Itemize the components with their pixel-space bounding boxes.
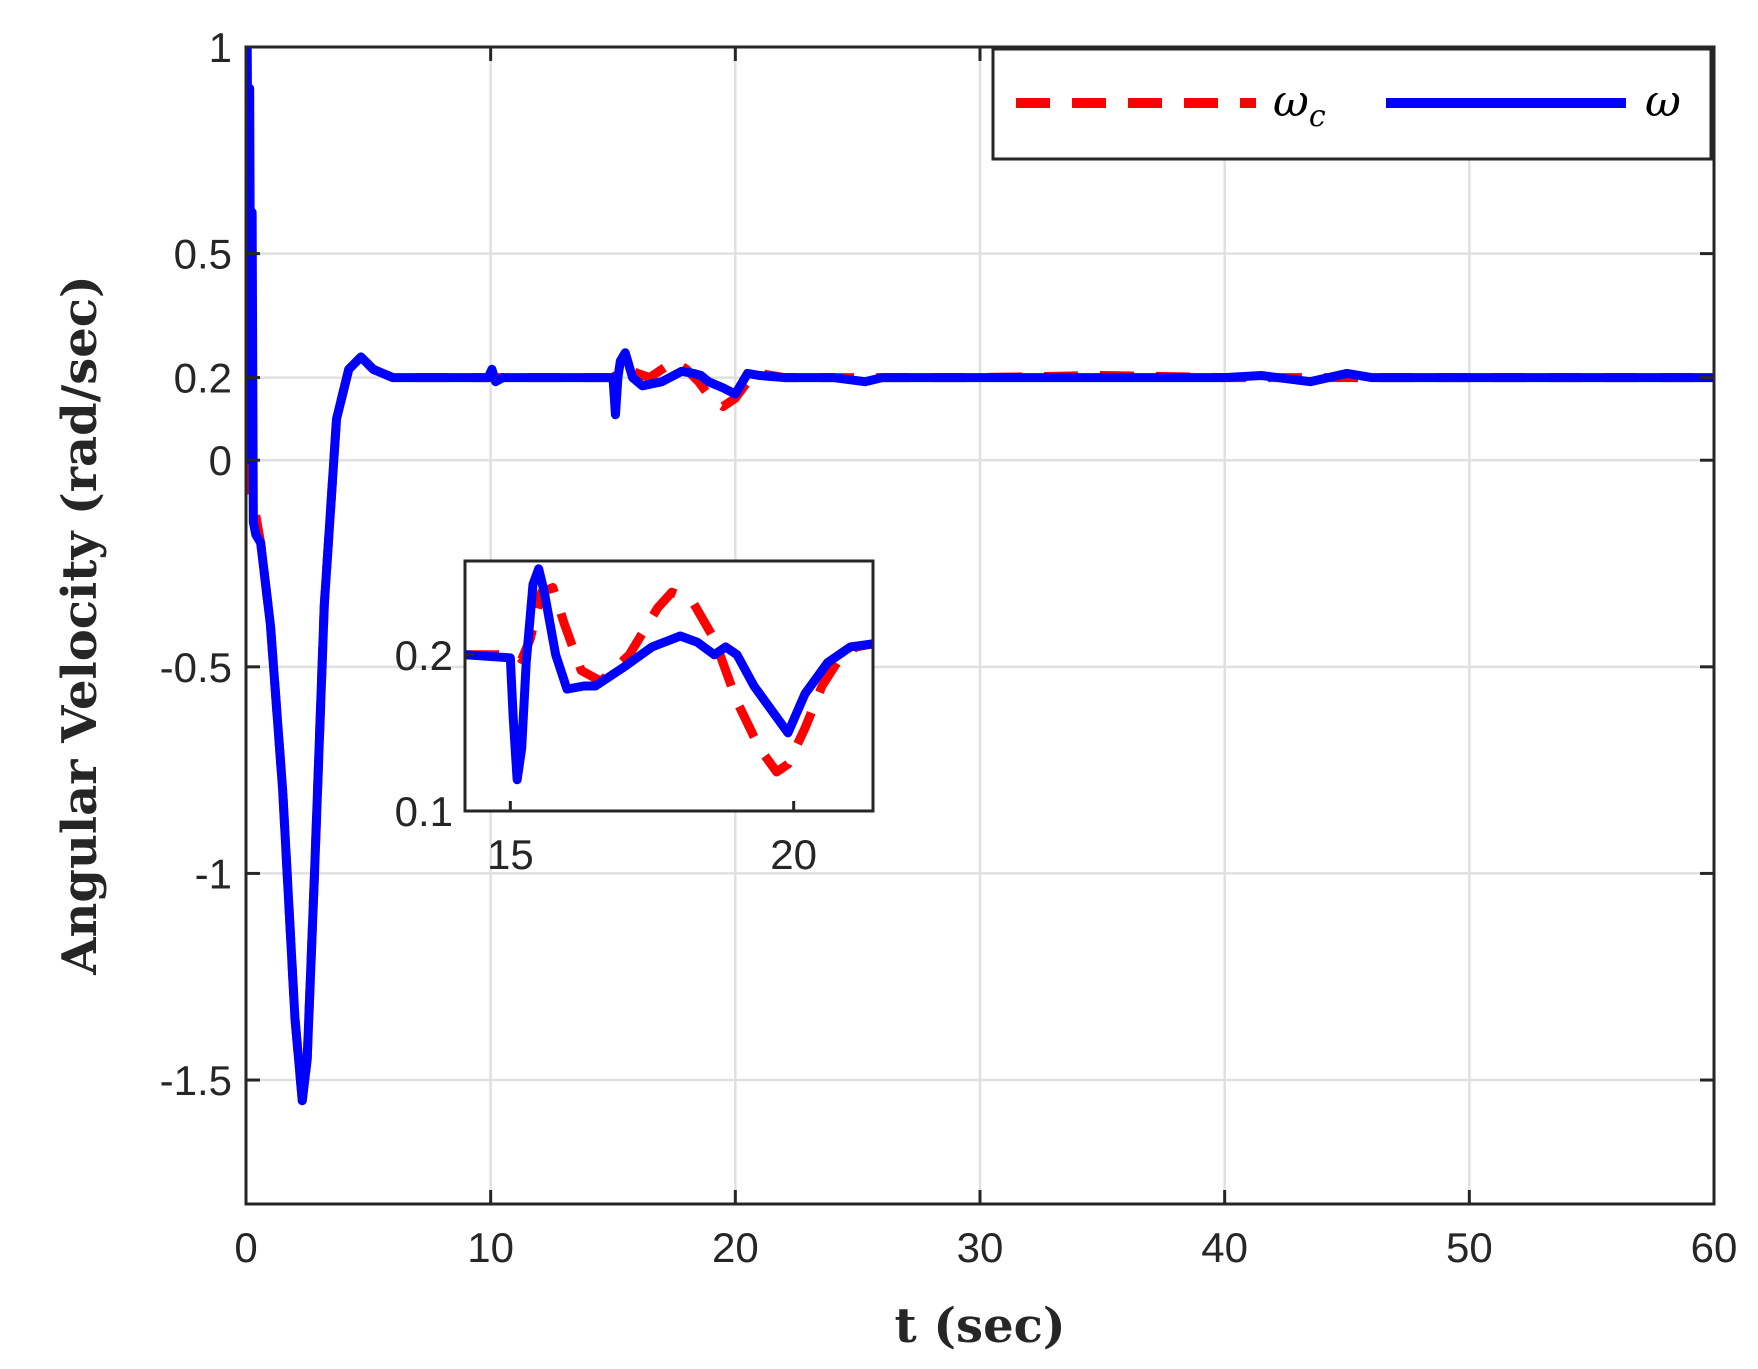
inset-series-group [465,564,873,785]
inset-series-omega-line [465,564,873,785]
main-series-group [246,47,1714,1106]
main-ticks: 0 10 20 30 40 50 60 -1.5 -1 -0.5 0 0.2 0.5 1 [160,24,1738,1271]
series-omega-line [246,47,1714,1106]
legend-omega-c-label: ωc [1273,76,1326,134]
inset-series-omega-c-line [465,583,873,777]
x-tick-label: 60 [1691,1224,1738,1271]
y-tick-label: -1.5 [160,1057,232,1104]
x-axis-label: t (sec) [894,1298,1065,1354]
y-tick-label: 1 [209,24,232,71]
inset-y-tick-label: 0.1 [395,788,453,835]
inset-x-tick-label: 15 [487,831,534,878]
inset-x-tick-label: 20 [770,831,817,878]
y-axis-label: Angular Velocity (rad/sec) [52,275,108,976]
y-tick-label: -0.5 [160,644,232,691]
inset-axes-box [463,559,875,813]
legend: ωc ω [991,47,1713,161]
x-tick-label: 30 [957,1224,1004,1271]
y-tick-label: 0.5 [174,231,232,278]
x-tick-label: 50 [1446,1224,1493,1271]
legend-omega-label: ω [1645,76,1681,127]
legend-omega-c-subscript: c [1309,99,1326,134]
x-tick-label: 0 [234,1224,257,1271]
x-tick-label: 10 [467,1224,514,1271]
x-tick-label: 20 [712,1224,759,1271]
legend-omega-c-symbol: ω [1273,76,1309,127]
y-tick-label: 0 [209,437,232,484]
y-tick-label: -1 [195,850,232,897]
inset-y-tick-label: 0.2 [395,632,453,679]
inset-plot: 15 20 0.1 0.2 [395,559,875,878]
y-tick-label: 0.2 [174,355,232,402]
x-tick-label: 40 [1201,1224,1248,1271]
inset-ticks: 15 20 0.1 0.2 [395,632,817,878]
